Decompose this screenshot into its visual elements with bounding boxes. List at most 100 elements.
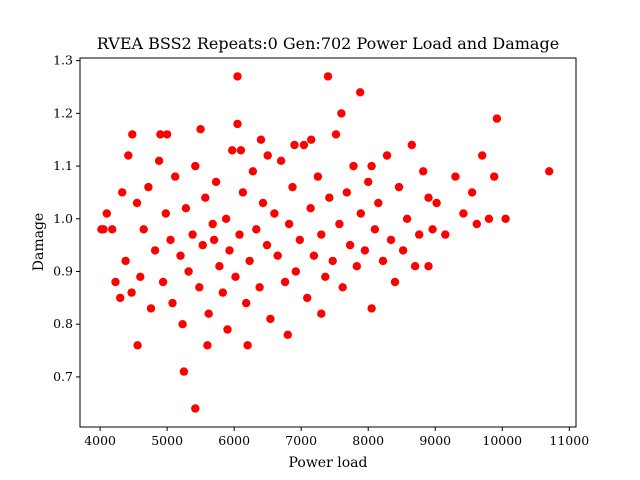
data-point bbox=[252, 225, 261, 234]
data-point bbox=[191, 404, 200, 413]
data-point bbox=[97, 225, 106, 234]
data-point bbox=[225, 246, 234, 255]
data-point bbox=[168, 298, 177, 308]
data-point bbox=[158, 277, 168, 287]
data-point bbox=[402, 214, 412, 223]
data-point bbox=[221, 214, 231, 223]
data-point bbox=[338, 283, 347, 292]
data-point bbox=[233, 119, 242, 129]
data-point bbox=[127, 288, 136, 297]
data-point bbox=[166, 235, 175, 245]
data-point bbox=[184, 267, 193, 276]
data-point bbox=[196, 125, 205, 134]
data-point bbox=[306, 204, 315, 213]
data-point bbox=[188, 230, 197, 239]
data-point bbox=[201, 193, 210, 202]
data-point bbox=[243, 341, 252, 350]
data-point bbox=[150, 246, 160, 255]
data-point bbox=[231, 272, 240, 281]
data-point bbox=[144, 182, 153, 192]
y-axis: 0.7 0.8 0.9 1.0 1.1 1.2 1.3 bbox=[53, 53, 80, 384]
data-point bbox=[382, 151, 392, 160]
data-point bbox=[211, 177, 221, 187]
y-tick-label: 1.1 bbox=[53, 158, 73, 173]
data-point bbox=[276, 156, 286, 165]
data-point bbox=[218, 288, 227, 297]
data-point bbox=[390, 277, 400, 287]
x-tick-label: 10000 bbox=[482, 433, 522, 448]
data-point bbox=[441, 230, 450, 239]
y-tick-label: 0.9 bbox=[53, 263, 73, 278]
data-point bbox=[419, 167, 428, 176]
data-point bbox=[478, 151, 487, 160]
y-tick-label: 1.2 bbox=[53, 105, 73, 120]
data-point bbox=[349, 161, 358, 171]
data-point bbox=[236, 146, 246, 155]
data-point bbox=[459, 209, 468, 218]
data-point bbox=[317, 309, 326, 318]
data-point bbox=[288, 182, 297, 192]
y-tick-label: 1.0 bbox=[53, 211, 73, 226]
data-point bbox=[291, 267, 300, 276]
data-point bbox=[139, 225, 148, 234]
data-point bbox=[407, 140, 416, 150]
data-point bbox=[263, 151, 272, 160]
data-point bbox=[154, 156, 164, 165]
data-point bbox=[321, 272, 330, 281]
data-point bbox=[273, 251, 282, 260]
data-point bbox=[161, 209, 170, 218]
data-point bbox=[492, 114, 502, 123]
data-point bbox=[146, 304, 156, 313]
x-tick-label: 7000 bbox=[285, 433, 317, 448]
data-point bbox=[328, 256, 337, 266]
x-tick-label: 8000 bbox=[352, 433, 384, 448]
data-point bbox=[133, 341, 142, 350]
x-tick-label: 11000 bbox=[549, 433, 589, 448]
data-point bbox=[307, 135, 316, 144]
data-point bbox=[204, 309, 213, 318]
data-point bbox=[208, 219, 217, 229]
data-point bbox=[378, 256, 388, 266]
data-point bbox=[191, 161, 200, 171]
data-point bbox=[337, 109, 346, 118]
data-point bbox=[283, 330, 292, 339]
data-point bbox=[178, 320, 187, 329]
data-point bbox=[410, 262, 420, 271]
data-point bbox=[121, 256, 130, 266]
data-point bbox=[317, 230, 326, 239]
data-point bbox=[156, 130, 165, 139]
data-point bbox=[181, 204, 191, 213]
data-point bbox=[280, 277, 290, 287]
plot-frame bbox=[79, 57, 577, 428]
data-point bbox=[245, 256, 254, 266]
data-point bbox=[352, 262, 361, 271]
data-point bbox=[299, 140, 309, 150]
data-point bbox=[111, 277, 120, 287]
data-point bbox=[270, 209, 279, 218]
data-point bbox=[255, 283, 264, 292]
data-point bbox=[345, 240, 355, 250]
data-point bbox=[356, 209, 365, 218]
data-point bbox=[258, 198, 268, 208]
data-point bbox=[248, 167, 258, 176]
y-tick-label: 1.3 bbox=[53, 53, 73, 68]
data-point bbox=[179, 367, 189, 376]
x-axis: 4000 5000 6000 7000 8000 9000 10000 11000 bbox=[84, 427, 589, 448]
data-point bbox=[472, 219, 481, 229]
data-point bbox=[228, 146, 237, 155]
y-axis-label: Damage bbox=[31, 213, 47, 271]
data-point bbox=[195, 283, 204, 292]
x-tick-label: 4000 bbox=[84, 433, 116, 448]
data-point bbox=[116, 293, 125, 303]
data-point bbox=[374, 198, 383, 208]
data-point bbox=[132, 198, 142, 208]
data-point bbox=[313, 172, 323, 181]
data-point bbox=[256, 135, 266, 144]
data-point bbox=[290, 140, 299, 150]
data-points bbox=[97, 72, 554, 413]
data-point bbox=[108, 225, 117, 234]
data-point bbox=[203, 341, 212, 350]
data-point bbox=[136, 272, 145, 281]
